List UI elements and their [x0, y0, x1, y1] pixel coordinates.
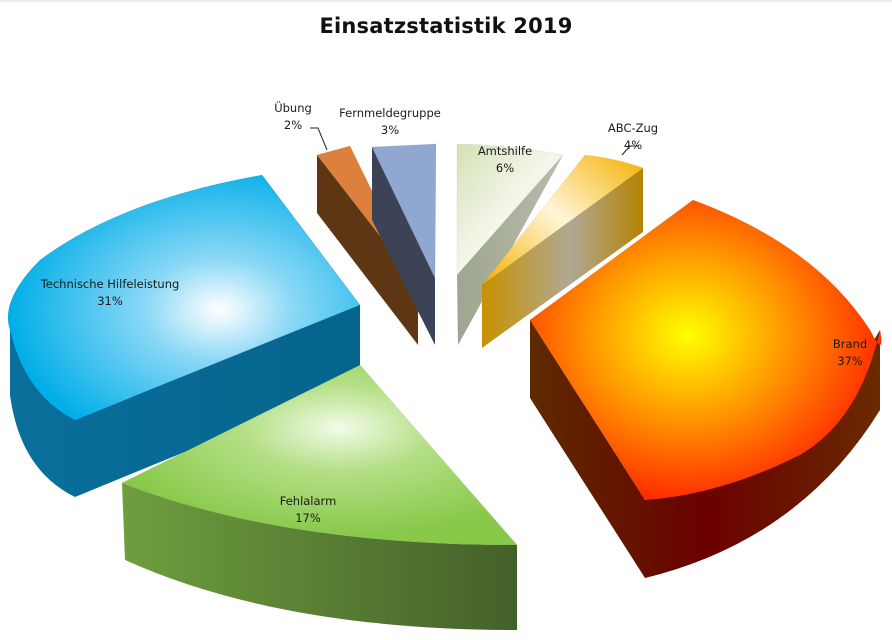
data-label-name: Brand	[833, 337, 867, 351]
slice-side-fehlalarm	[122, 483, 517, 630]
data-label-name: Übung	[274, 99, 312, 115]
slice-side-fernmeldegruppe	[372, 147, 435, 345]
data-label-percent: 2%	[284, 118, 302, 132]
slice-top-abc-zug	[481, 154, 644, 286]
data-label-percent: 17%	[295, 511, 321, 525]
slice-top-amtshilfe	[456, 143, 564, 276]
slice-top-brand	[529, 199, 882, 501]
data-label-percent: 6%	[496, 161, 514, 175]
chart-title: Einsatzstatistik 2019	[319, 14, 573, 38]
slice-top-technische-hilfeleistung	[7, 174, 361, 421]
slice-top-fernmeldegruppe	[371, 143, 437, 279]
top-border	[0, 0, 892, 2]
data-label-percent: 31%	[97, 294, 123, 308]
data-label-percent: 4%	[624, 138, 642, 152]
data-label-name: Fernmeldegruppe	[339, 106, 441, 120]
data-label-name: ABC-Zug	[608, 121, 658, 135]
data-label-percent: 37%	[837, 354, 863, 368]
slice-top-fehlalarm	[121, 364, 518, 546]
slice-side-bung	[317, 155, 418, 345]
data-label-name: Amtshilfe	[478, 144, 532, 158]
pie-slice-brand	[529, 199, 882, 578]
pie-slice-abc-zug	[481, 154, 644, 348]
leader-line-abc-zug	[621, 145, 638, 156]
slice-side-abc-zug	[482, 168, 643, 348]
data-label-percent: 3%	[381, 123, 399, 137]
pie-slice-fernmeldegruppe	[371, 143, 437, 345]
pie-slice-fehlalarm	[121, 364, 518, 630]
data-label-name: Fehlalarm	[280, 494, 337, 508]
data-label-name: Technische Hilfeleistung	[40, 277, 180, 291]
slice-side-brand	[530, 320, 880, 578]
pie-slice-technische-hilfeleistung	[7, 174, 361, 497]
leader-line-uebung	[310, 127, 328, 151]
